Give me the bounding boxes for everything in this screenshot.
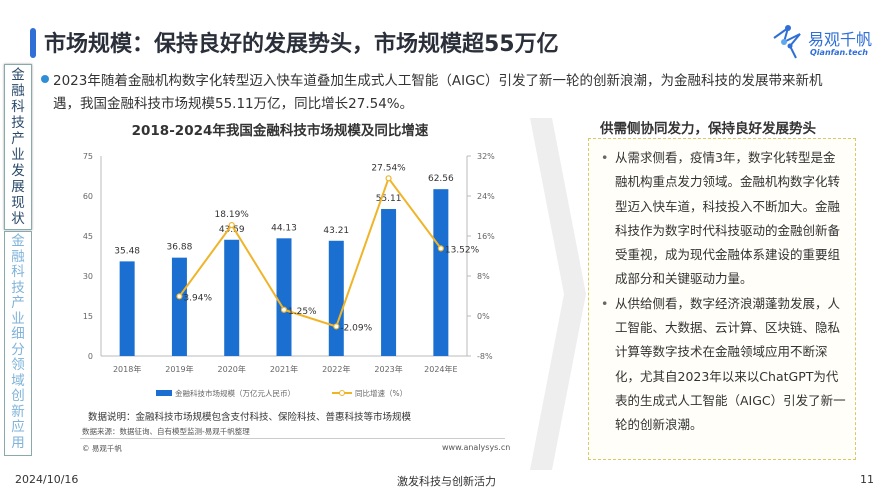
growth-label: 27.54% xyxy=(371,163,406,173)
legend-line-label: 同比增速（%） xyxy=(355,388,407,398)
divider xyxy=(80,438,505,439)
sidebar-char: 科 xyxy=(11,264,25,280)
left-tick-label: 45 xyxy=(83,232,93,241)
sidebar-item-industry-status[interactable]: 金融科技产业发展现状 xyxy=(4,64,32,230)
right-tick-label: 8% xyxy=(477,272,490,281)
bar-label: 62.56 xyxy=(428,174,454,184)
title-accent-bar xyxy=(30,28,36,58)
left-tick-label: 15 xyxy=(83,312,93,321)
x-tick-label: 2024年E xyxy=(424,364,457,374)
x-tick-label: 2018年 xyxy=(113,364,141,374)
right-tick-label: -8% xyxy=(477,352,493,361)
bar-label: 35.48 xyxy=(114,246,140,256)
legend-bar-label: 金融科技市场规模（万亿元人民币） xyxy=(175,388,295,398)
left-tick-label: 0 xyxy=(88,352,93,361)
logo-en: Qianfan.tech xyxy=(810,48,868,57)
bar xyxy=(119,261,135,356)
x-tick-label: 2022年 xyxy=(322,364,350,374)
sidebar-char: 细 xyxy=(11,326,25,342)
bullet-icon xyxy=(41,75,49,83)
growth-label: 18.19% xyxy=(215,210,250,220)
chart-title: 2018-2024年我国金融科技市场规模及同比增速 xyxy=(131,123,429,139)
right-panel-item: 从需求侧看，疫情3年，数字化转型是金融机构重点发力领域。金融机构数字化转型迈入快… xyxy=(601,146,847,292)
page-number: 11 xyxy=(860,473,874,486)
logo-cn: 易观千帆 xyxy=(808,30,873,49)
growth-line xyxy=(178,176,442,328)
growth-point xyxy=(333,323,340,330)
sidebar-char: 现 xyxy=(11,195,25,211)
sidebar-char: 金 xyxy=(11,233,25,249)
growth-point xyxy=(280,306,288,313)
logo: 易观千帆 Qianfan.tech xyxy=(770,24,885,64)
growth-label: 13.52% xyxy=(445,245,480,255)
growth-label: 3.94% xyxy=(183,293,212,303)
sidebar-char: 展 xyxy=(11,179,25,195)
bar-label: 43.59 xyxy=(219,225,245,235)
sidebar-char: 领 xyxy=(11,357,25,373)
sidebar-char: 用 xyxy=(11,434,25,451)
x-tick-label: 2021年 xyxy=(270,364,298,374)
sidebar-char: 应 xyxy=(11,419,25,435)
bar xyxy=(171,257,187,356)
sidebar-char: 业 xyxy=(11,147,25,163)
sidebar-item-segment-innovation[interactable]: 金融科技产业细分领域创新应用 xyxy=(4,231,32,456)
right-panel-title: 供需侧协同发力，保持良好发展势头 xyxy=(600,121,816,137)
left-tick-label: 60 xyxy=(83,192,93,201)
growth-point xyxy=(228,221,235,229)
sidebar-char: 创 xyxy=(11,388,25,404)
growth-point xyxy=(385,175,392,182)
left-tick-label: 30 xyxy=(83,272,93,281)
page-title: 市场规模：保持良好的发展势头，市场规模超55万亿 xyxy=(44,32,559,57)
sidebar-char: 科 xyxy=(11,99,25,115)
footer-date: 2024/10/16 xyxy=(15,473,79,486)
bar xyxy=(381,209,397,356)
bar xyxy=(224,239,240,356)
right-tick-label: 24% xyxy=(477,192,495,201)
intro-text: 2023年随着金融机构数字化转型迈入快车道叠加生成式人工智能（AIGC）引发了新… xyxy=(53,73,823,112)
growth-point xyxy=(176,293,183,300)
copyright: © 易观千帆 xyxy=(82,444,122,453)
sidebar-char: 产 xyxy=(11,295,25,311)
legend-bar-swatch xyxy=(156,390,172,396)
sidebar-char: 分 xyxy=(11,341,25,358)
bar-label: 36.88 xyxy=(167,243,193,253)
sidebar-char: 融 xyxy=(11,248,25,265)
left-tick-label: 75 xyxy=(83,152,93,161)
bar-label: 55.11 xyxy=(376,194,402,204)
chart: 0 15 30 45 60 75 -8% 0% 8% 16% 24% 32% 2018年 35.48 201… xyxy=(83,152,495,398)
bar-label: 43.21 xyxy=(323,226,349,236)
sidebar-char: 发 xyxy=(11,163,25,179)
bar xyxy=(276,238,292,356)
x-tick-label: 2020年 xyxy=(218,364,246,374)
sidebar-char: 融 xyxy=(11,83,25,99)
right-tick-label: 0% xyxy=(477,312,490,321)
sidebar-char: 技 xyxy=(11,279,25,296)
chevron-right-icon xyxy=(530,118,586,470)
x-tick-label: 2019年 xyxy=(165,364,193,374)
right-panel: 从需求侧看，疫情3年，数字化转型是金融机构重点发力领域。金融机构数字化转型迈入快… xyxy=(588,138,856,460)
data-note: 数据说明：金融科技市场规模包含支付科技、保险科技、普惠科技等市场规模 xyxy=(88,412,412,423)
sidebar-char: 金 xyxy=(11,67,25,83)
sidebar-char: 新 xyxy=(11,403,25,420)
growth-label: 1.25% xyxy=(288,307,317,317)
bar xyxy=(433,189,449,356)
sidebar-char: 域 xyxy=(11,372,25,389)
growth-label: -2.09% xyxy=(340,323,372,333)
right-tick-label: 32% xyxy=(477,152,495,161)
website-link[interactable]: www.analysys.cn xyxy=(442,443,511,452)
bar-label: 44.13 xyxy=(271,223,297,233)
logo-icon xyxy=(773,25,801,59)
growth-point xyxy=(437,245,444,252)
sidebar-char: 产 xyxy=(11,131,25,147)
right-panel-item: 从供给侧看，数字经济浪潮蓬勃发展，人工智能、大数据、云计算、区块链、隐私计算等数… xyxy=(601,292,847,438)
legend-line-marker xyxy=(339,390,345,396)
sidebar-char: 状 xyxy=(11,211,25,227)
footer-slogan: 激发科技与创新活力 xyxy=(397,475,496,488)
x-tick-label: 2023年 xyxy=(374,364,402,374)
data-source: 数据来源：数据征询、自有模型监测-易观千帆整理 xyxy=(82,427,250,436)
right-tick-label: 16% xyxy=(477,232,495,241)
bar xyxy=(328,240,344,356)
sidebar-char: 业 xyxy=(11,310,25,327)
sidebar-char: 技 xyxy=(11,115,25,131)
